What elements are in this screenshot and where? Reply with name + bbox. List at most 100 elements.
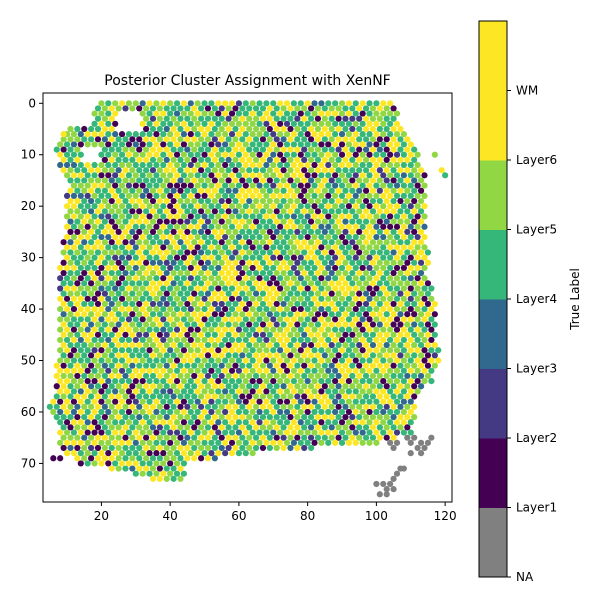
spot-layer3 — [383, 218, 390, 225]
spot-layer6 — [383, 362, 390, 369]
spot-layer5 — [228, 233, 236, 241]
spot-layer4 — [198, 280, 205, 287]
spot-layer1 — [122, 239, 129, 246]
spot-layer3 — [81, 434, 88, 441]
spot-layer6 — [115, 341, 122, 349]
spot-layer5 — [215, 131, 222, 138]
spot-layer4 — [307, 115, 315, 122]
spot-layer1 — [139, 182, 146, 189]
spot-layer1 — [314, 208, 322, 215]
spot-layer5 — [215, 223, 222, 230]
spot-layer4 — [194, 357, 201, 364]
spot-layer1 — [246, 300, 253, 308]
spot-layer3 — [139, 100, 146, 107]
spot-layer4 — [294, 136, 301, 143]
spot-layer3 — [328, 269, 335, 277]
spot-layer4 — [311, 367, 318, 374]
y-tick-label: 70 — [21, 456, 36, 470]
spot-layer6 — [129, 331, 136, 338]
spot-layer5 — [431, 151, 438, 158]
spot-layer3 — [118, 254, 126, 261]
spot-layer1 — [304, 182, 311, 189]
spot-layer4 — [228, 285, 236, 292]
spot-layer1 — [215, 285, 222, 292]
spot-layer6 — [222, 439, 229, 446]
spot-layer4 — [280, 414, 287, 421]
spot-layer6 — [424, 331, 432, 338]
spot-layer4 — [400, 161, 407, 169]
spot-layer5 — [239, 311, 246, 318]
spot-layer5 — [218, 280, 225, 287]
spot-layer3 — [342, 403, 349, 410]
spot-layer6 — [256, 192, 263, 199]
spot-layer1 — [252, 218, 260, 225]
spot-layer6 — [198, 414, 205, 421]
spot-layer5 — [356, 177, 363, 184]
spot-layer4 — [191, 208, 198, 215]
spot-layer6 — [242, 429, 249, 436]
spot-layer4 — [105, 110, 112, 117]
spot-layer5 — [252, 239, 260, 246]
spot-layer6 — [132, 357, 139, 364]
spot-layer5 — [246, 125, 253, 133]
spot-layer5 — [270, 172, 277, 179]
spot-layer4 — [307, 269, 315, 277]
spot-layer1 — [74, 372, 81, 380]
spot-layer4 — [222, 192, 229, 199]
spot-layer3 — [215, 305, 222, 313]
spot-layer4 — [301, 280, 308, 287]
spot-layer6 — [170, 341, 177, 349]
spot-layer3 — [222, 141, 229, 148]
spot-layer4 — [170, 300, 177, 308]
spot-layer3 — [63, 161, 71, 169]
spot-layer2 — [417, 259, 425, 266]
spot-layer6 — [301, 403, 308, 410]
spot-layer6 — [143, 136, 150, 143]
spot-layer1 — [98, 347, 105, 354]
spot-layer4 — [314, 156, 322, 163]
spot-layer1 — [149, 197, 157, 205]
spot-layer2 — [270, 316, 277, 323]
spot-layer6 — [180, 357, 188, 364]
spot-layer5 — [421, 182, 428, 189]
spot-layer6 — [235, 131, 243, 138]
spot-layer4 — [242, 336, 249, 344]
spot-layer1 — [307, 105, 315, 112]
spot-layer4 — [235, 408, 243, 416]
spot-layer6 — [397, 300, 404, 308]
spot-layer4 — [184, 393, 191, 400]
spot-layer5 — [184, 177, 191, 184]
spot-layer4 — [239, 362, 246, 369]
spot-layer5 — [332, 192, 339, 199]
spot-layer6 — [194, 223, 201, 230]
spot-layer4 — [393, 233, 401, 241]
spot-layer4 — [187, 388, 194, 395]
spot-layer6 — [287, 105, 294, 112]
spot-layer4 — [187, 151, 194, 158]
spot-layer3 — [235, 429, 243, 436]
spot-layer5 — [283, 305, 291, 313]
spot-layer6 — [125, 460, 133, 467]
spot-layer1 — [414, 182, 421, 189]
spot-layer6 — [297, 367, 304, 374]
spot-layer6 — [287, 136, 294, 143]
spot-layer4 — [208, 285, 215, 292]
spot-layer5 — [325, 326, 332, 333]
spot-layer5 — [118, 388, 126, 395]
spot-layer1 — [297, 347, 304, 354]
spot-layer5 — [132, 100, 139, 107]
spot-layer4 — [129, 280, 136, 287]
spot-layer6 — [352, 419, 359, 426]
spot-layer5 — [156, 403, 163, 410]
spot-layer1 — [228, 367, 236, 374]
spot-layer2 — [397, 290, 404, 297]
spot-layer5 — [77, 182, 84, 189]
spot-layer5 — [208, 110, 215, 117]
spot-layer4 — [387, 264, 394, 272]
colorbar-block-layer2 — [479, 368, 507, 439]
spot-layer5 — [215, 213, 222, 220]
spot-layer4 — [118, 357, 126, 364]
spot-layer5 — [187, 172, 194, 179]
spot-layer6 — [94, 259, 102, 266]
spot-layer5 — [146, 203, 153, 210]
